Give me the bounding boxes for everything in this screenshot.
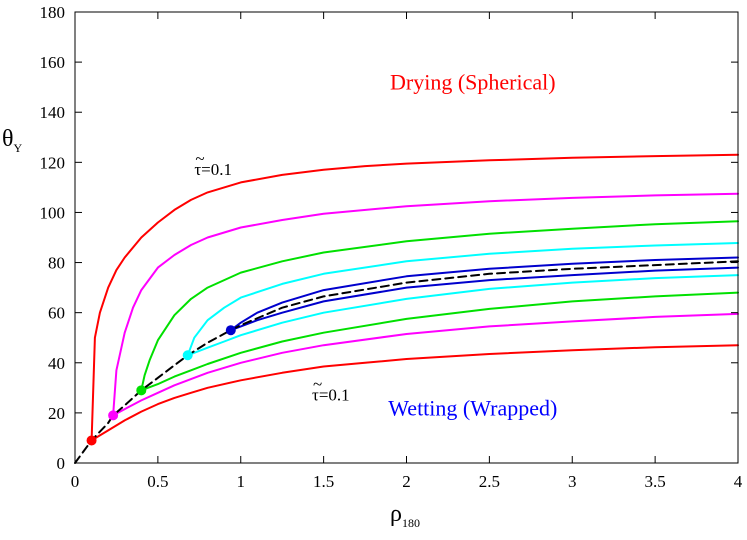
x-tick-label: 1 (237, 472, 246, 491)
curve-4 (112, 312, 739, 417)
annotations: Drying (Spherical) Wetting (Wrapped) τ=0.1… (194, 70, 557, 421)
y-tick-label: 160 (40, 53, 66, 72)
y-tick-label: 60 (48, 304, 65, 323)
x-tick-label: 3 (568, 472, 577, 491)
x-tick-label: 3.5 (645, 472, 666, 491)
x-tick-label: 2.5 (479, 472, 500, 491)
axis-ticks (74, 11, 739, 464)
y-tick-label: 40 (48, 354, 65, 373)
x-axis-label: ρ180 (390, 501, 420, 530)
y-tick-label: 80 (48, 254, 65, 273)
x-tick-label: 1.5 (313, 472, 334, 491)
curve-3 (112, 192, 739, 417)
junction-marker (108, 410, 119, 421)
curve-1 (90, 153, 739, 442)
curve-10 (229, 266, 739, 332)
curve-9 (229, 256, 739, 332)
dashed-boundary-curve (74, 260, 739, 464)
junction-marker (86, 435, 97, 446)
tick-labels: 0 0.5 1 1.5 2 2.5 3 3.5 402040608010012014016018… (40, 3, 743, 491)
junction-markers (86, 325, 236, 446)
y-tick-label: 20 (48, 404, 65, 423)
curve-5 (140, 220, 739, 392)
y-axis-label: θY (2, 126, 23, 155)
x-tick-label: 0 (71, 472, 80, 491)
y-tick-label: 0 (57, 454, 66, 473)
junction-marker (136, 385, 147, 396)
tilde-accent: ~ (313, 374, 322, 393)
tau-upper-label: τ=0.1 (194, 160, 232, 179)
curve-8 (186, 274, 739, 357)
junction-marker (225, 325, 236, 336)
tau-lower-label: τ=0.1 (312, 385, 350, 404)
curves (74, 153, 739, 464)
y-tick-label: 120 (40, 153, 66, 172)
junction-marker (182, 350, 193, 361)
y-tick-label: 140 (40, 103, 66, 122)
x-tick-label: 2 (402, 472, 411, 491)
y-tick-label: 100 (40, 203, 66, 222)
y-tick-label: 180 (40, 3, 66, 22)
tilde-accent: ~ (195, 149, 204, 168)
curve-6 (140, 291, 739, 392)
x-tick-label: 4 (734, 472, 743, 491)
drying-region-label: Drying (Spherical) (390, 70, 556, 95)
wetting-region-label: Wetting (Wrapped) (388, 395, 557, 420)
curve-2 (90, 344, 739, 442)
x-tick-label: 0.5 (147, 472, 168, 491)
curve-7 (186, 242, 739, 357)
